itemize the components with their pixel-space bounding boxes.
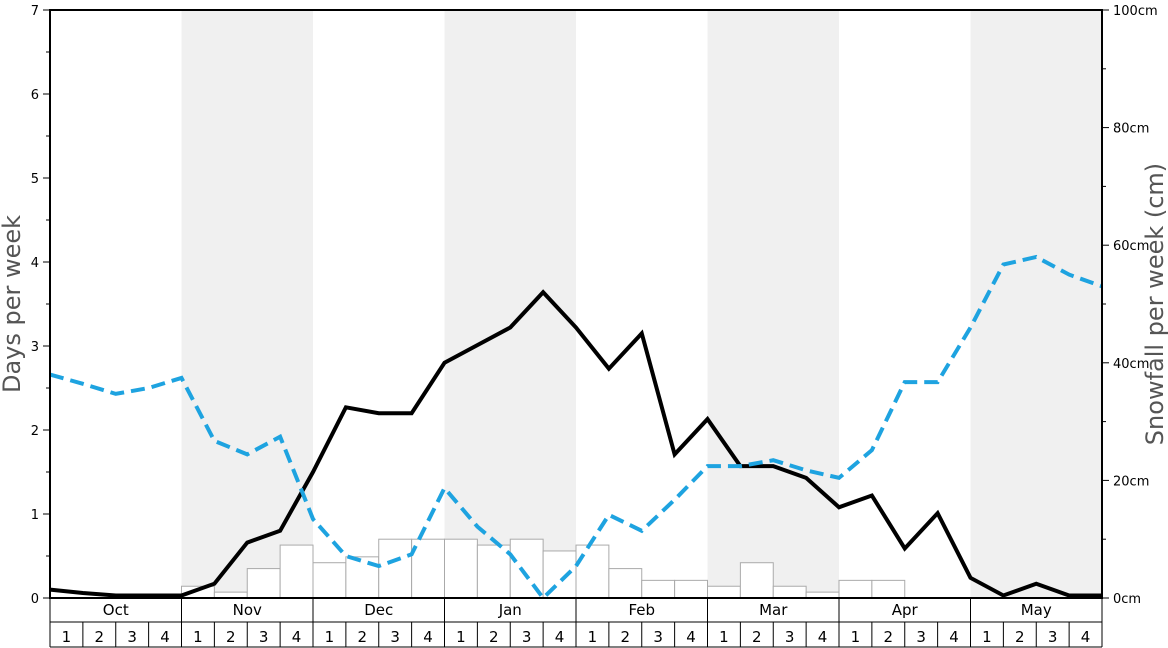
right-tick-label: 100cm	[1113, 4, 1158, 19]
left-tick-label: 2	[31, 424, 39, 439]
right-tick-label: 20cm	[1113, 474, 1149, 489]
week-label: 3	[390, 628, 400, 646]
week-label: 4	[555, 628, 565, 646]
month-band	[707, 10, 839, 598]
week-label: 1	[456, 628, 466, 646]
snowfall-bar	[312, 562, 347, 599]
right-axis-title: Snowfall per week (cm)	[1141, 163, 1168, 445]
month-label: Apr	[892, 601, 919, 619]
snowfall-bar	[476, 544, 511, 599]
right-tick-label: 40cm	[1113, 357, 1149, 372]
snowfall-bar	[444, 538, 478, 599]
week-label: 3	[522, 628, 532, 646]
week-label: 2	[621, 628, 631, 646]
week-label: 4	[949, 628, 959, 646]
week-label: 4	[1081, 628, 1091, 646]
week-label: 2	[95, 628, 105, 646]
month-label: Dec	[364, 601, 393, 619]
week-label: 2	[1015, 628, 1025, 646]
week-label: 1	[982, 628, 992, 646]
month-week-axis: Oct 1 2 3 4 Nov 1 2 3 4 Dec 1 2 3 4 Jan 1 2 3 4 Feb 1 2 3 4 Mar 1 2…	[49, 598, 1103, 648]
week-label: 4	[292, 628, 302, 646]
right-axis: 0cm 20cm 40cm 60cm 80cm 100cm	[1102, 4, 1158, 607]
month-label: Feb	[628, 601, 655, 619]
snowfall-bar	[772, 585, 807, 599]
month-bands	[181, 10, 1102, 598]
left-axis-title: Days per week	[0, 215, 26, 393]
week-label: 4	[423, 628, 433, 646]
week-label: 1	[193, 628, 203, 646]
snowfall-bar	[871, 579, 906, 599]
month-label: Mar	[759, 601, 788, 619]
month-label: Oct	[103, 601, 129, 619]
snowfall-bar	[838, 579, 873, 599]
week-label: 3	[653, 628, 663, 646]
left-tick-label: 1	[31, 508, 39, 523]
month-band	[181, 10, 313, 598]
snowfall-bar	[246, 568, 281, 599]
month-band	[970, 10, 1102, 598]
snowfall-bar	[674, 579, 708, 599]
snowfall-bar	[411, 538, 445, 599]
week-label: 2	[358, 628, 368, 646]
week-label: 2	[884, 628, 894, 646]
left-tick-label: 5	[31, 172, 39, 187]
week-label: 3	[916, 628, 926, 646]
snowfall-bar	[739, 562, 774, 599]
snowfall-bar	[608, 568, 643, 599]
week-label: 4	[686, 628, 696, 646]
week-label: 1	[325, 628, 335, 646]
right-tick-label: 60cm	[1113, 239, 1149, 254]
snowfall-bar	[575, 544, 610, 599]
snowfall-bar	[707, 585, 741, 599]
week-label: 1	[588, 628, 598, 646]
week-label: 2	[752, 628, 762, 646]
left-tick-label: 0	[31, 592, 39, 607]
left-tick-label: 7	[31, 4, 39, 19]
snowfall-bar	[641, 579, 676, 599]
week-label: 4	[818, 628, 828, 646]
week-label: 2	[489, 628, 499, 646]
month-label: Jan	[498, 601, 522, 619]
series-line-solid	[49, 289, 1102, 598]
left-axis: 0 1 2 3 4 5 6 7	[31, 4, 50, 607]
week-label: 4	[160, 628, 170, 646]
week-label: 1	[62, 628, 72, 646]
month-label: May	[1021, 601, 1052, 619]
week-label: 2	[226, 628, 236, 646]
month-label: Nov	[233, 601, 262, 619]
left-tick-label: 3	[31, 340, 39, 355]
week-label: 3	[785, 628, 795, 646]
right-tick-label: 80cm	[1113, 122, 1149, 137]
week-label: 3	[1048, 628, 1058, 646]
week-label: 3	[127, 628, 137, 646]
week-label: 1	[719, 628, 729, 646]
series-line-dashed	[49, 254, 1103, 602]
right-tick-label: 0cm	[1113, 592, 1141, 607]
left-tick-label: 6	[31, 88, 39, 103]
snowfall-bar	[378, 538, 413, 599]
week-label: 3	[259, 628, 269, 646]
week-label: 1	[851, 628, 861, 646]
snowfall-bar	[279, 544, 314, 599]
left-tick-label: 4	[31, 256, 39, 271]
